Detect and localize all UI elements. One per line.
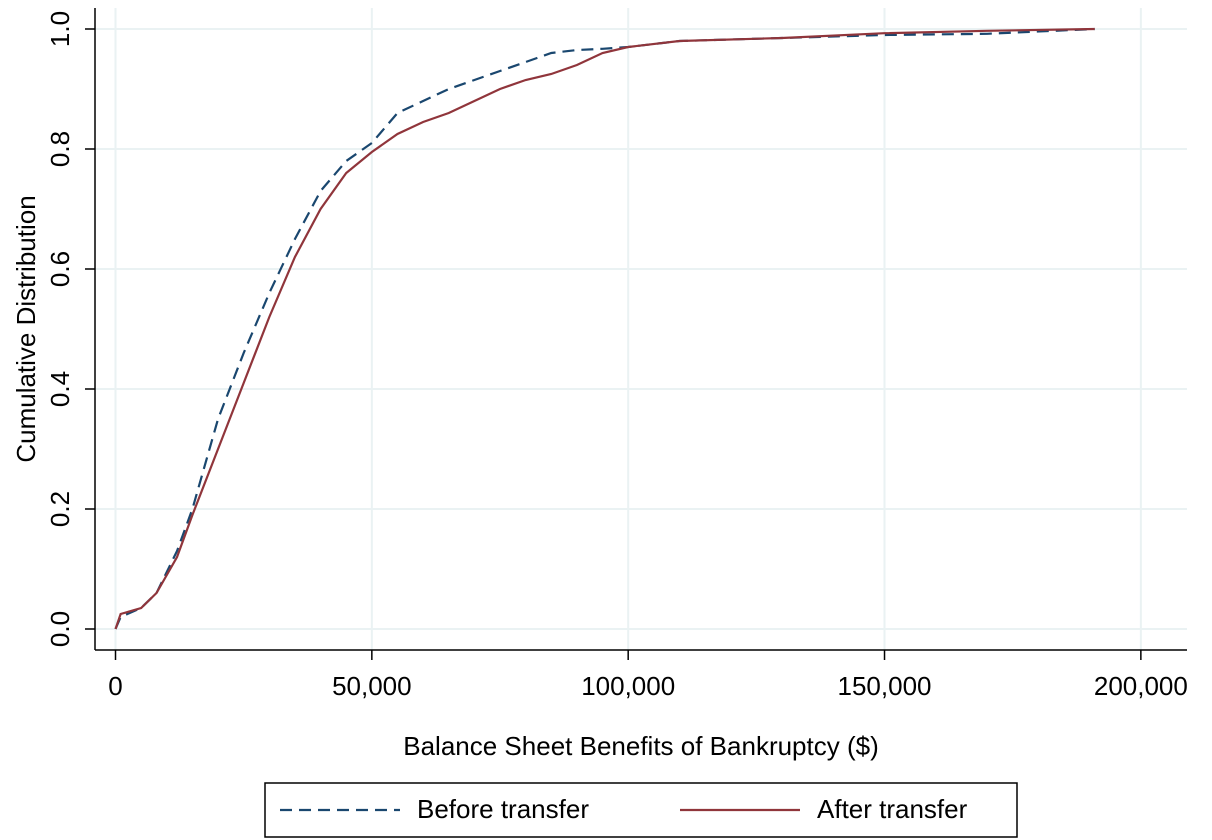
y-tick-label: 0.4 (45, 371, 75, 407)
legend-label: Before transfer (417, 794, 589, 824)
y-tick-label: 0.8 (45, 131, 75, 167)
x-tick-label: 200,000 (1094, 671, 1188, 701)
x-tick-label: 0 (108, 671, 122, 701)
y-axis-label: Cumulative Distribution (11, 195, 41, 462)
y-tick-label: 0.2 (45, 491, 75, 527)
legend-label: After transfer (817, 794, 968, 824)
y-tick-label: 0.6 (45, 251, 75, 287)
x-tick-label: 50,000 (332, 671, 412, 701)
x-axis-label: Balance Sheet Benefits of Bankruptcy ($) (403, 731, 879, 761)
line-series (114, 27, 1095, 630)
x-tick-label: 150,000 (838, 671, 932, 701)
line-series (114, 27, 1095, 630)
y-tick-label: 1.0 (45, 11, 75, 47)
y-tick-label: 0.0 (45, 611, 75, 647)
legend-box (264, 782, 1018, 838)
x-tick-label: 100,000 (581, 671, 675, 701)
